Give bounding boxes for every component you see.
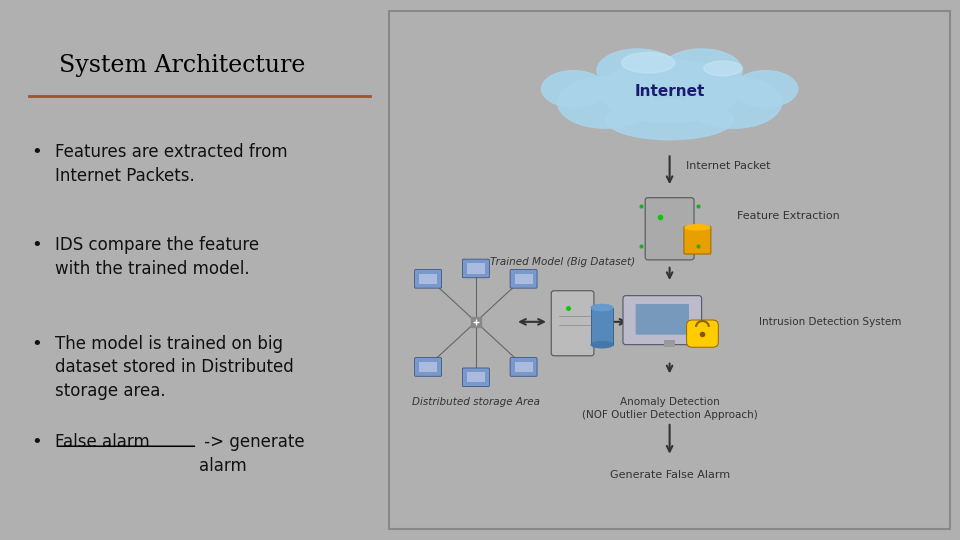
FancyBboxPatch shape	[420, 362, 437, 372]
FancyBboxPatch shape	[623, 296, 702, 345]
Text: Distributed storage Area: Distributed storage Area	[412, 397, 540, 407]
FancyBboxPatch shape	[420, 274, 437, 284]
Ellipse shape	[597, 49, 678, 92]
FancyBboxPatch shape	[684, 226, 710, 254]
FancyBboxPatch shape	[415, 269, 442, 288]
Ellipse shape	[541, 71, 606, 107]
Text: Generate False Alarm: Generate False Alarm	[610, 470, 730, 480]
Ellipse shape	[606, 100, 733, 140]
Text: The model is trained on big
dataset stored in Distributed
storage area.: The model is trained on big dataset stor…	[55, 335, 294, 400]
Text: -> generate
alarm: -> generate alarm	[200, 433, 305, 475]
Text: •: •	[31, 237, 41, 254]
Text: False alarm: False alarm	[55, 433, 150, 451]
FancyBboxPatch shape	[551, 291, 594, 356]
Ellipse shape	[733, 71, 798, 107]
Text: Trained Model (Big Dataset): Trained Model (Big Dataset)	[491, 257, 636, 267]
FancyBboxPatch shape	[636, 304, 689, 335]
Ellipse shape	[621, 52, 675, 73]
Ellipse shape	[661, 49, 742, 92]
Text: Feature Extraction: Feature Extraction	[737, 211, 840, 220]
Ellipse shape	[591, 305, 612, 310]
FancyBboxPatch shape	[645, 198, 694, 260]
FancyBboxPatch shape	[510, 357, 537, 376]
Text: System Architecture: System Architecture	[59, 54, 305, 77]
FancyBboxPatch shape	[467, 372, 485, 382]
Text: Internet: Internet	[635, 84, 705, 99]
Text: •: •	[31, 335, 41, 353]
Ellipse shape	[685, 225, 709, 230]
Text: •: •	[31, 433, 41, 451]
FancyBboxPatch shape	[664, 340, 675, 347]
Ellipse shape	[685, 77, 781, 128]
FancyBboxPatch shape	[515, 274, 533, 284]
Text: Intrusion Detection System: Intrusion Detection System	[759, 317, 901, 327]
Ellipse shape	[591, 341, 612, 348]
Text: IDS compare the feature
with the trained model.: IDS compare the feature with the trained…	[55, 237, 259, 278]
Text: Features are extracted from
Internet Packets.: Features are extracted from Internet Pac…	[55, 143, 288, 185]
FancyBboxPatch shape	[463, 259, 490, 278]
Ellipse shape	[600, 60, 739, 123]
FancyBboxPatch shape	[510, 269, 537, 288]
Text: Anomaly Detection
(NOF Outlier Detection Approach): Anomaly Detection (NOF Outlier Detection…	[582, 397, 757, 420]
FancyBboxPatch shape	[467, 264, 485, 274]
Ellipse shape	[704, 61, 742, 76]
FancyBboxPatch shape	[515, 362, 533, 372]
Text: •: •	[31, 143, 41, 161]
Ellipse shape	[558, 77, 654, 128]
FancyBboxPatch shape	[463, 368, 490, 387]
FancyBboxPatch shape	[686, 320, 718, 347]
Text: Internet Packet: Internet Packet	[686, 161, 771, 171]
FancyBboxPatch shape	[591, 308, 612, 345]
FancyBboxPatch shape	[415, 357, 442, 376]
